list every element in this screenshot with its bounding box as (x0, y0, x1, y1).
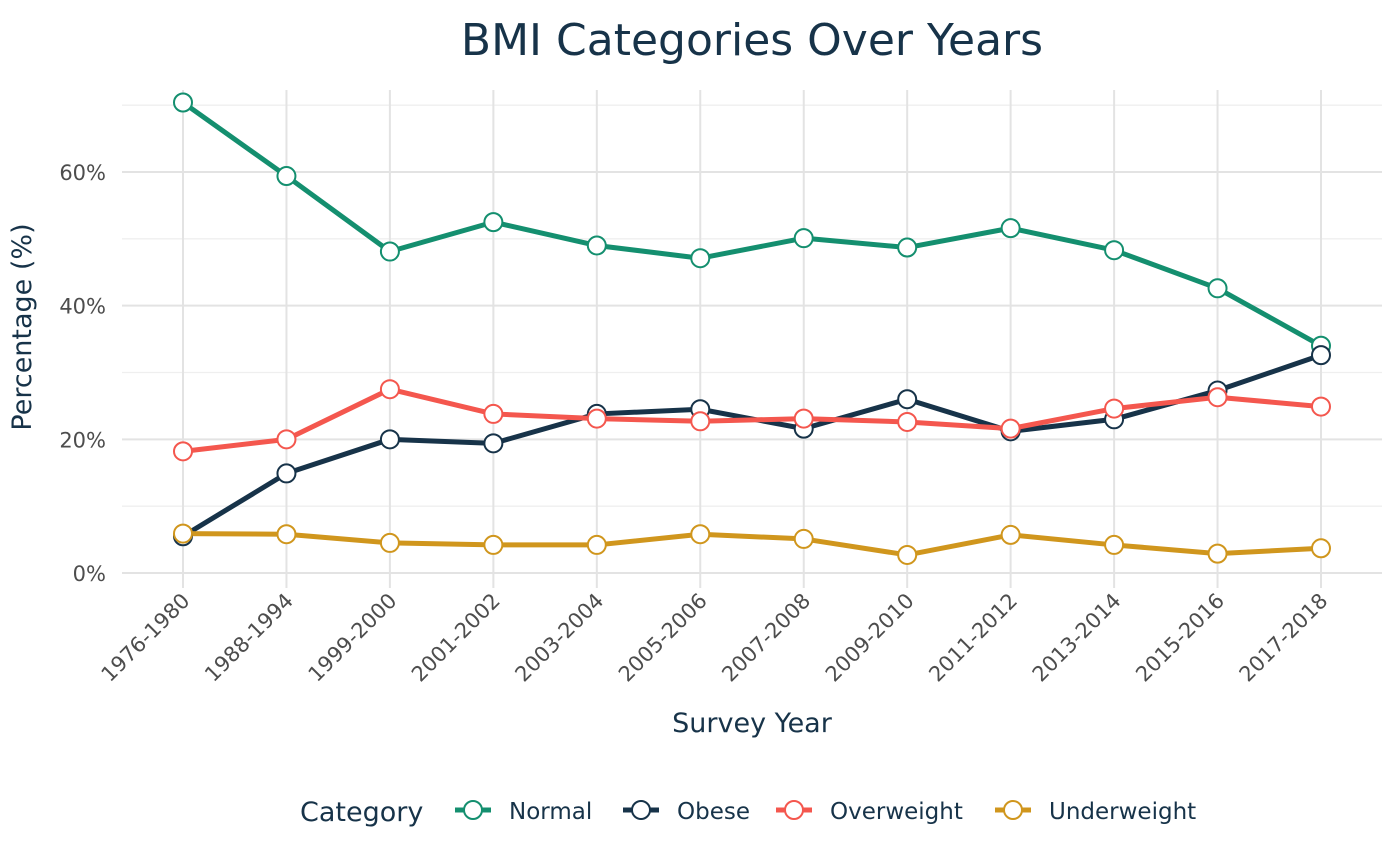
series-points (173, 92, 1331, 565)
data-point-underweight (586, 534, 607, 555)
x-tick-label: 2005-2006 (614, 589, 712, 687)
series-line-overweight (180, 386, 1324, 454)
legend-label: Obese (677, 799, 750, 825)
data-point-underweight (483, 534, 504, 555)
data-point-obese (897, 389, 918, 410)
legend-key-point (463, 800, 483, 820)
data-point-normal (586, 235, 607, 256)
data-point-obese (379, 429, 400, 450)
data-point-normal (690, 248, 711, 269)
y-axis-ticks: 0% 20% 40% 60% (59, 161, 106, 586)
data-point-overweight (897, 411, 918, 432)
data-point-overweight (276, 429, 297, 450)
data-point-underweight (793, 528, 814, 549)
data-point-overweight (379, 379, 400, 400)
data-point-normal (379, 241, 400, 262)
data-point-underweight (897, 544, 918, 565)
y-axis-title: Percentage (%) (7, 223, 38, 430)
data-point-obese (1311, 345, 1331, 366)
legend-key-point (784, 800, 804, 820)
data-point-obese (276, 463, 297, 484)
data-point-underweight (1207, 543, 1228, 564)
legend-item-underweight: Underweight (995, 799, 1196, 825)
x-tick-label: 2009-2010 (821, 589, 919, 687)
x-tick-label: 2011-2012 (924, 589, 1022, 687)
legend-key-point (1003, 800, 1023, 820)
series-line-obese (180, 352, 1324, 539)
data-point-overweight (1311, 396, 1331, 417)
y-tick-label: 20% (59, 428, 106, 452)
x-tick-label: 1976-1980 (97, 589, 195, 687)
grid (122, 90, 1382, 588)
legend-key-point (631, 800, 651, 820)
data-point-normal (483, 212, 504, 233)
data-point-overweight (586, 408, 607, 429)
data-point-overweight (690, 411, 711, 432)
series-line-normal (180, 99, 1324, 349)
data-point-underweight (690, 524, 711, 545)
y-tick-label: 0% (73, 562, 106, 586)
x-axis-title: Survey Year (672, 708, 833, 739)
data-point-overweight (1207, 387, 1228, 408)
x-tick-label: 2007-2008 (717, 589, 815, 687)
chart-title: BMI Categories Over Years (461, 15, 1043, 66)
data-point-overweight (1104, 398, 1125, 419)
data-point-overweight (1000, 418, 1021, 439)
legend-item-normal: Normal (455, 799, 592, 825)
x-tick-label: 2015-2016 (1131, 589, 1229, 687)
data-point-normal (276, 166, 297, 187)
y-tick-label: 40% (59, 295, 106, 319)
data-point-overweight (173, 441, 193, 462)
data-point-obese (483, 433, 504, 454)
legend-label: Overweight (830, 799, 963, 825)
x-axis-ticks: 1976-1980 1988-1994 1999-2000 2001-2002 2003… (97, 589, 1333, 687)
x-tick-label: 1999-2000 (304, 589, 402, 687)
x-tick-label: 1988-1994 (200, 589, 298, 687)
data-point-normal (173, 92, 193, 113)
legend-title: Category (300, 797, 423, 828)
data-point-normal (1207, 278, 1228, 299)
y-tick-label: 60% (59, 161, 106, 185)
data-point-normal (897, 237, 918, 258)
data-point-underweight (379, 532, 400, 553)
data-point-normal (1104, 240, 1125, 261)
x-tick-label: 2003-2004 (510, 589, 608, 687)
legend-item-obese: Obese (623, 799, 750, 825)
data-point-normal (793, 228, 814, 249)
x-tick-label: 2017-2018 (1235, 589, 1333, 687)
legend-items: Normal Obese Overweight Underweight (455, 799, 1196, 825)
data-point-overweight (793, 408, 814, 429)
data-point-underweight (173, 523, 193, 544)
series-lines (180, 99, 1324, 558)
data-point-underweight (1311, 538, 1331, 559)
data-point-underweight (1104, 534, 1125, 555)
series-line-underweight (180, 531, 1324, 558)
data-point-underweight (1000, 524, 1021, 545)
x-tick-label: 2001-2002 (407, 589, 505, 687)
legend: Category Normal Obese Overweight Underweigh… (300, 797, 1196, 828)
x-tick-label: 2013-2014 (1028, 589, 1126, 687)
legend-label: Underweight (1049, 799, 1196, 825)
data-point-overweight (483, 403, 504, 424)
data-point-normal (1000, 218, 1021, 239)
legend-label: Normal (509, 799, 592, 825)
data-point-underweight (276, 524, 297, 545)
legend-item-overweight: Overweight (776, 799, 963, 825)
